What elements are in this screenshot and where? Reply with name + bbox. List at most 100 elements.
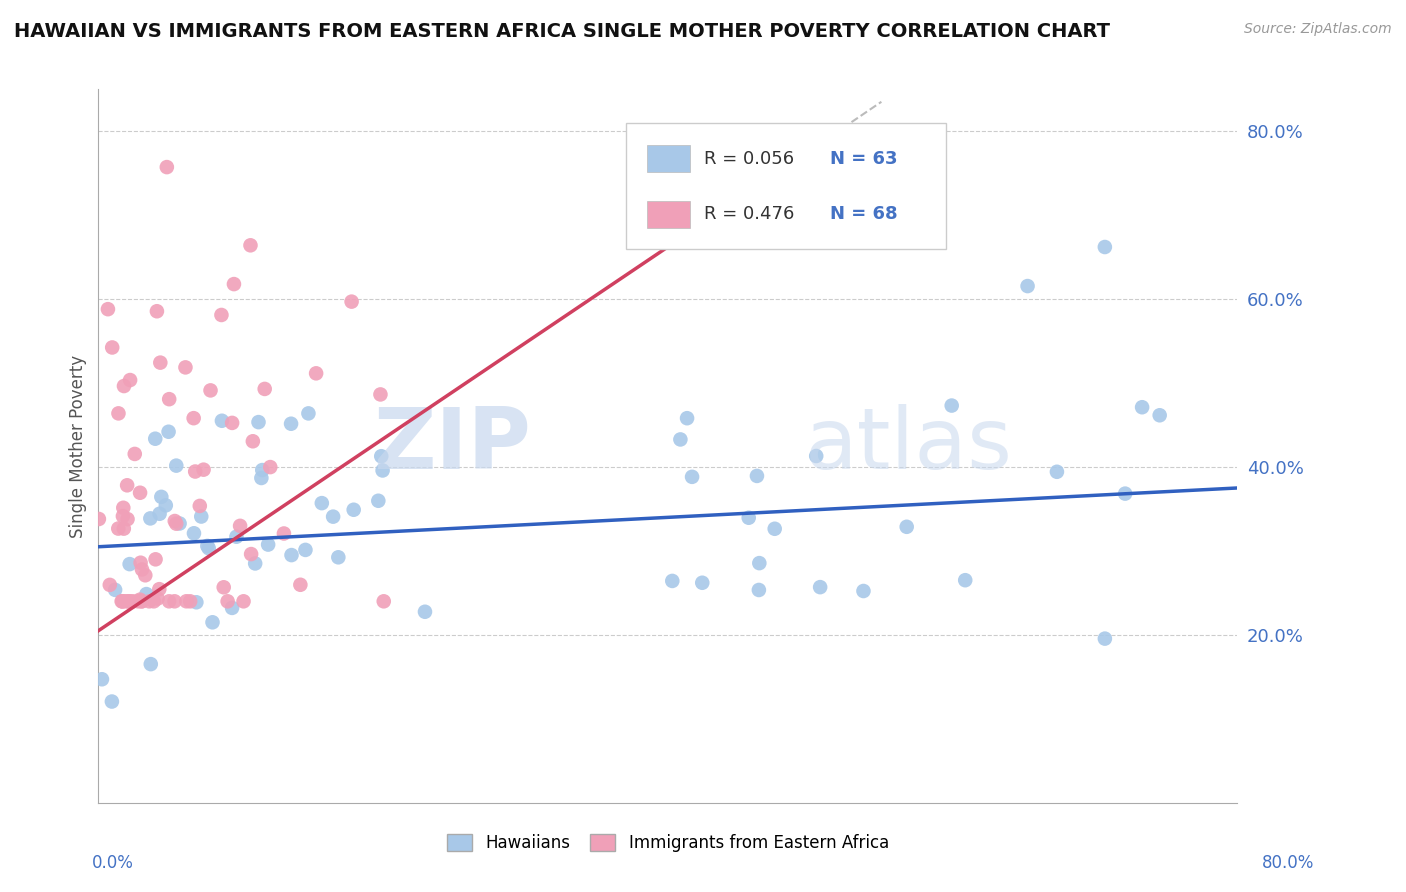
Point — [156, 160, 179, 174]
Point — [155, 499, 177, 513]
Point — [118, 594, 141, 608]
Point — [1046, 465, 1069, 479]
Point — [763, 522, 786, 536]
Point — [101, 694, 124, 708]
Point — [955, 573, 977, 587]
Point — [253, 382, 276, 396]
Point — [294, 542, 316, 557]
Point — [193, 463, 215, 477]
Point — [111, 509, 134, 524]
Point — [280, 417, 302, 431]
Point — [150, 490, 173, 504]
Point — [413, 605, 436, 619]
Point — [1094, 632, 1116, 646]
Point — [239, 238, 262, 252]
Point — [148, 582, 170, 597]
Text: N = 68: N = 68 — [830, 205, 898, 223]
Point — [134, 568, 156, 582]
Point — [129, 592, 152, 607]
Point — [340, 294, 363, 309]
Point — [131, 594, 153, 608]
Point — [200, 384, 222, 398]
Point — [328, 550, 350, 565]
Point — [112, 500, 135, 515]
Point — [120, 373, 142, 387]
Point — [165, 516, 187, 531]
Point — [98, 578, 121, 592]
Point — [97, 302, 120, 317]
Point — [681, 470, 703, 484]
Point — [280, 548, 302, 562]
Point — [217, 594, 239, 608]
Point — [370, 449, 392, 463]
Point — [305, 367, 328, 381]
Point — [225, 530, 247, 544]
Point — [243, 557, 266, 571]
Legend: Hawaiians, Immigrants from Eastern Africa: Hawaiians, Immigrants from Eastern Afric… — [440, 827, 896, 859]
Point — [195, 539, 218, 553]
Point — [373, 594, 395, 608]
Point — [212, 580, 235, 594]
Point — [143, 432, 166, 446]
Text: Source: ZipAtlas.com: Source: ZipAtlas.com — [1244, 22, 1392, 37]
Point — [112, 379, 135, 393]
Text: HAWAIIAN VS IMMIGRANTS FROM EASTERN AFRICA SINGLE MOTHER POVERTY CORRELATION CHA: HAWAIIAN VS IMMIGRANTS FROM EASTERN AFRI… — [14, 22, 1111, 41]
Point — [247, 415, 270, 429]
Point — [157, 594, 180, 608]
Point — [117, 594, 139, 608]
Point — [183, 526, 205, 541]
Point — [211, 308, 233, 322]
Point — [176, 594, 198, 608]
Point — [129, 556, 152, 570]
Point — [221, 600, 243, 615]
Point — [131, 594, 153, 608]
Point — [91, 672, 114, 686]
Point — [240, 547, 263, 561]
Point — [941, 399, 963, 413]
Point — [107, 522, 129, 536]
Point — [221, 416, 243, 430]
Point — [117, 512, 139, 526]
Point — [290, 578, 312, 592]
Point — [131, 562, 153, 576]
Point — [273, 526, 295, 541]
Point — [229, 519, 252, 533]
Text: ZIP: ZIP — [374, 404, 531, 488]
Point — [190, 509, 212, 524]
Text: 0.0%: 0.0% — [91, 855, 134, 872]
Point — [138, 594, 160, 608]
Point — [112, 522, 135, 536]
Point — [184, 465, 207, 479]
Text: R = 0.476: R = 0.476 — [704, 205, 794, 223]
Point — [179, 594, 201, 608]
Point — [211, 414, 233, 428]
Point — [322, 509, 344, 524]
Point — [367, 493, 389, 508]
Point — [242, 434, 264, 449]
Point — [122, 594, 145, 608]
Point — [257, 538, 280, 552]
Point — [87, 512, 110, 526]
Point — [250, 471, 273, 485]
Point — [297, 406, 319, 420]
Point — [1114, 486, 1136, 500]
Point — [157, 425, 180, 439]
Point — [343, 502, 366, 516]
Point — [101, 341, 124, 355]
Point — [745, 469, 768, 483]
Point — [142, 594, 165, 608]
Point — [808, 580, 831, 594]
Point — [146, 591, 169, 606]
Point — [661, 574, 683, 588]
Point — [676, 411, 699, 425]
Point — [806, 449, 828, 463]
Point — [169, 516, 191, 531]
Point — [748, 582, 770, 597]
Point — [748, 556, 770, 570]
Point — [107, 406, 129, 420]
Point — [183, 411, 205, 425]
Point — [690, 575, 713, 590]
Point — [104, 582, 127, 597]
Point — [139, 511, 162, 525]
Text: N = 63: N = 63 — [830, 150, 898, 168]
